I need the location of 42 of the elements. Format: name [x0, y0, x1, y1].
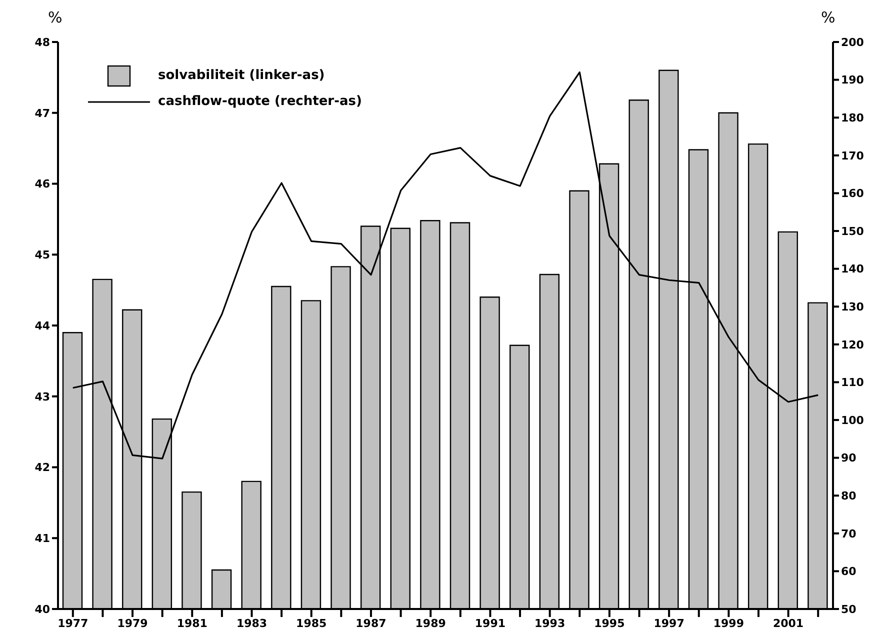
y2-tick-label: 50	[841, 602, 857, 616]
y2-tick-label: 170	[841, 149, 864, 162]
y2-tick-label: 100	[841, 414, 864, 427]
y2-tick-label: 80	[841, 490, 857, 503]
y2-tick-label: 110	[841, 376, 864, 390]
x-tick-label: 1985	[296, 616, 327, 630]
x-tick-label: 1995	[594, 616, 625, 630]
y2-tick-label: 70	[841, 527, 857, 540]
x-tick-label: 1991	[474, 616, 506, 630]
x-tick-label: 2001	[772, 616, 804, 630]
y-tick-label: 44	[34, 319, 50, 332]
x-tick-label: 1981	[176, 616, 208, 630]
legend-label: solvabiliteit (linker-as)	[158, 67, 325, 85]
x-tick-label: 1979	[117, 616, 148, 630]
y2-tick-label: 60	[841, 565, 857, 578]
y-tick-label: 42	[34, 461, 50, 474]
y-tick-label: 40	[34, 602, 50, 616]
x-tick-label: 1999	[713, 616, 744, 630]
y-tick-label: 43	[34, 390, 50, 404]
x-tick-label: 1997	[654, 616, 684, 630]
y2-axis-title: %	[821, 8, 836, 27]
x-tick-label: 1987	[356, 616, 386, 630]
y-tick-label: 46	[34, 178, 50, 191]
y2-tick-label: 130	[841, 300, 864, 314]
y2-tick-label: 150	[841, 224, 864, 238]
x-tick-label: 1993	[534, 616, 566, 630]
y2-tick-label: 90	[841, 452, 857, 465]
y2-tick-label: 160	[841, 187, 864, 200]
y2-tick-label: 180	[841, 112, 864, 125]
y-axis-title: %	[48, 8, 62, 27]
x-tick-label: 1989	[415, 616, 446, 630]
y2-tick-label: 200	[841, 36, 864, 49]
y-tick-label: 48	[34, 36, 50, 49]
legend-label: cashflow-quote (rechter-as)	[158, 93, 362, 111]
y2-tick-label: 140	[841, 262, 864, 276]
y2-tick-label: 120	[841, 338, 864, 352]
x-tick-label: 1983	[236, 616, 268, 630]
y2-tick-label: 190	[841, 74, 864, 87]
y-tick-label: 45	[34, 248, 50, 262]
y-tick-label: 41	[34, 532, 50, 546]
y-tick-label: 47	[34, 106, 50, 120]
x-tick-label: 1977	[58, 616, 88, 630]
